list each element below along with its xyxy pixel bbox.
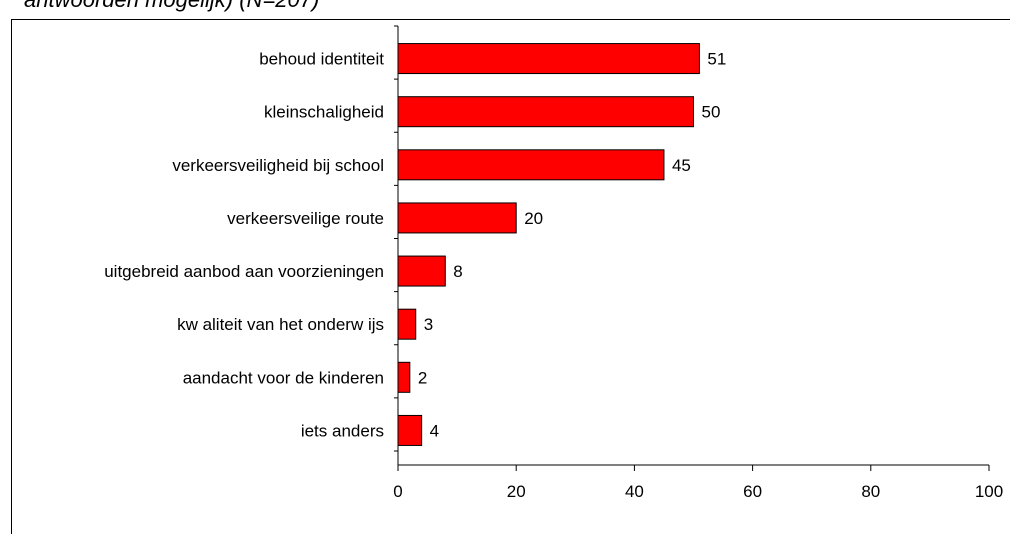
bar (397, 96, 694, 128)
value-label: 45 (672, 156, 691, 175)
bar (397, 308, 417, 340)
category-label: verkeersveilige route (227, 209, 384, 228)
x-tick-label: 60 (743, 482, 762, 501)
x-tick-label: 80 (861, 482, 880, 501)
bar (397, 43, 700, 75)
category-label: iets anders (301, 421, 384, 440)
bar (397, 414, 423, 446)
value-label: 20 (524, 209, 543, 228)
chart-labels: behoud identiteit 51 kleinschaligheid 50 ver… (104, 50, 726, 441)
value-label: 50 (702, 103, 721, 122)
chart-bars (397, 43, 700, 446)
chart-frame (11, 19, 1010, 534)
value-label: 51 (707, 50, 726, 69)
value-label: 3 (424, 315, 433, 334)
x-tick-label: 20 (507, 482, 526, 501)
value-label: 8 (453, 262, 462, 281)
x-tick-label: 100 (975, 482, 1003, 501)
category-label: kw aliteit van het onderw ijs (177, 315, 384, 334)
bar (397, 361, 411, 393)
bar (397, 149, 665, 181)
category-label: kleinschaligheid (264, 103, 384, 122)
category-label: verkeersveiligheid bij school (172, 156, 384, 175)
category-label: behoud identiteit (259, 50, 384, 69)
category-label: aandacht voor de kinderen (183, 368, 384, 387)
value-label: 4 (430, 421, 439, 440)
x-tick-label: 0 (393, 482, 402, 501)
chart-title-fragment: antwoorden mogelijk) (N=207) (24, 0, 319, 13)
bar (397, 255, 446, 287)
x-tick-label: 40 (625, 482, 644, 501)
value-label: 2 (418, 368, 427, 387)
bar (397, 202, 517, 234)
category-label: uitgebreid aanbod aan voorzieningen (104, 262, 384, 281)
